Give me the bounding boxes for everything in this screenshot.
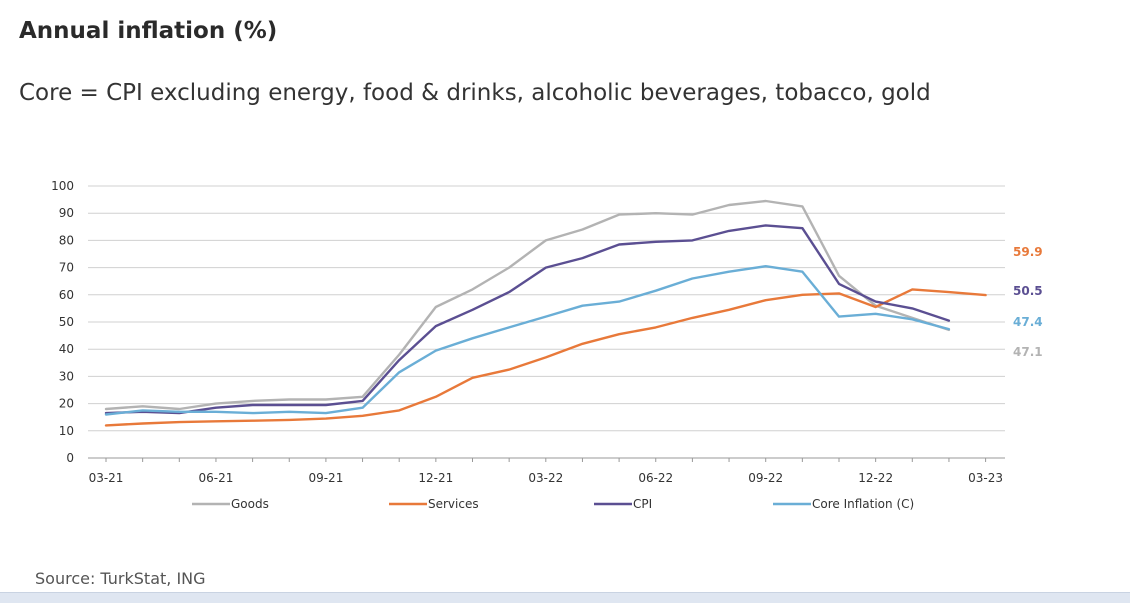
x-tick-label: 06-21 (199, 471, 234, 485)
y-tick-label: 80 (59, 233, 74, 247)
legend-label-goods: Goods (231, 497, 269, 511)
y-tick-label: 100 (51, 179, 74, 193)
end-label-core-inflation-c: 47.4 (1013, 315, 1043, 329)
x-tick-label: 06-22 (638, 471, 673, 485)
end-label-services: 59.9 (1013, 245, 1043, 259)
y-tick-label: 90 (59, 206, 74, 220)
y-tick-label: 50 (59, 315, 74, 329)
series-line-core-inflation-c (104, 265, 951, 416)
legend: Goods Services CPI Core Inflation (C) (192, 497, 914, 511)
end-label-cpi: 50.5 (1013, 284, 1043, 298)
end-label-goods: 47.1 (1013, 345, 1043, 359)
y-tick-label: 70 (59, 261, 74, 275)
series-line-goods (104, 199, 951, 411)
line-chart: 0 10 20 30 40 50 60 70 80 90 100 03-21 06-21 09-21 12… (51, 179, 1043, 511)
x-tick-label: 03-21 (89, 471, 124, 485)
x-tick-label: 12-21 (418, 471, 453, 485)
y-tick-label: 40 (59, 342, 74, 356)
series-lines (104, 199, 987, 427)
legend-label-cpi: CPI (633, 497, 652, 511)
series-line-services (104, 288, 987, 427)
y-tick-label: 10 (59, 424, 74, 438)
x-tick-label: 12-22 (858, 471, 893, 485)
gridlines (88, 185, 1005, 432)
x-tick-label: 03-23 (968, 471, 1003, 485)
chart-title: Annual inflation (%) (19, 18, 278, 44)
y-axis-ticks: 0 10 20 30 40 50 60 70 80 90 100 (51, 179, 74, 465)
y-tick-label: 20 (59, 397, 74, 411)
x-tick-label: 03-22 (528, 471, 563, 485)
y-tick-label: 30 (59, 369, 74, 383)
end-labels: 59.9 50.5 47.4 47.1 (1013, 245, 1043, 359)
source-note: Source: TurkStat, ING (35, 569, 206, 588)
x-axis: 03-21 06-21 09-21 12-21 03-22 06-22 09-22 12-22… (88, 457, 1005, 485)
legend-label-core-inflation-c: Core Inflation (C) (812, 497, 914, 511)
y-tick-label: 60 (59, 288, 74, 302)
x-tick-label: 09-21 (308, 471, 343, 485)
x-tick-label: 09-22 (748, 471, 783, 485)
y-tick-label: 0 (66, 451, 74, 465)
series-line-cpi (104, 224, 951, 415)
bottom-divider (0, 592, 1130, 603)
legend-label-services: Services (428, 497, 479, 511)
chart-subtitle: Core = CPI excluding energy, food & drin… (19, 80, 931, 106)
